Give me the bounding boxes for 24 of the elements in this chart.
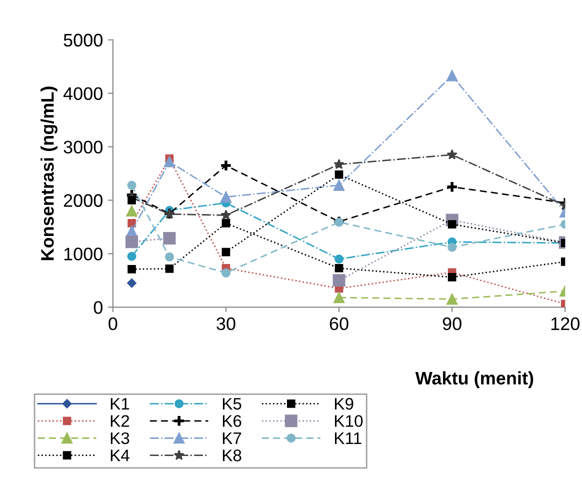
y-tick-label: 4000 (63, 87, 102, 100)
legend-label: K9 (334, 398, 354, 410)
legend-label: K10 (334, 415, 363, 427)
x-axis-title: Waktu (menit) (415, 371, 534, 388)
x-tick-label: 90 (442, 317, 462, 330)
y-tick-label: 0 (94, 301, 102, 314)
legend-label: K5 (222, 398, 242, 410)
x-tick-label: 60 (330, 317, 348, 330)
legend-label: K1 (110, 398, 130, 410)
y-tick-label: 5000 (64, 34, 102, 47)
legend-label: K6 (222, 415, 242, 427)
y-tick-label: 1000 (64, 248, 102, 260)
legend-label: K2 (110, 415, 130, 427)
y-tick-label: 2000 (64, 194, 102, 207)
y-tick-label: 3000 (64, 140, 102, 154)
legend-label: K8 (222, 450, 242, 462)
legend-label: K4 (110, 450, 130, 462)
legend-label: K7 (222, 432, 242, 444)
x-tick-label: 120 (551, 317, 580, 330)
x-tick-label: 0 (108, 317, 118, 330)
x-tick-label: 30 (216, 317, 236, 330)
legend-label: K3 (110, 432, 130, 444)
y-axis-title: Konsentrasi (ng/mL) (40, 86, 58, 260)
legend-label: K11 (334, 432, 362, 444)
